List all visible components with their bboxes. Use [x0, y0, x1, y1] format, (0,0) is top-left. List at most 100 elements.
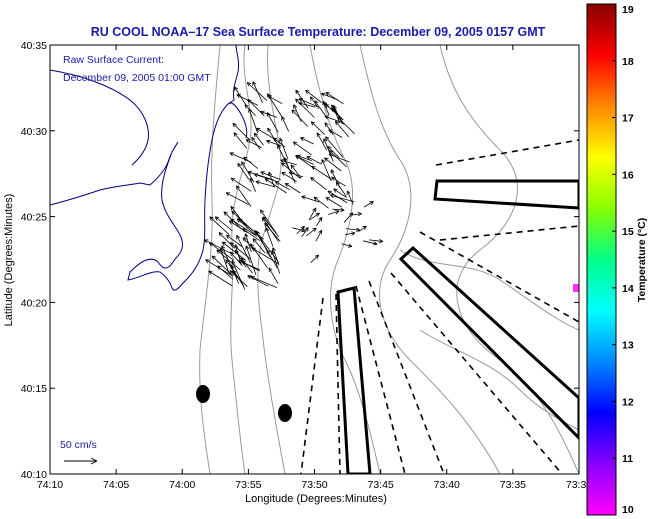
shipping-lanes	[300, 139, 579, 474]
current-vector	[225, 192, 249, 205]
current-vector	[324, 115, 342, 123]
current-vector	[266, 139, 282, 147]
current-vector	[256, 230, 271, 258]
current-vector	[260, 171, 281, 181]
colorbar-tick-label: 16	[622, 169, 634, 181]
current-vector	[208, 242, 235, 261]
lane-dashed-line	[419, 231, 579, 323]
current-vector	[363, 240, 378, 246]
current-vector	[296, 225, 305, 235]
x-tick-label: 73:35	[500, 479, 526, 491]
colorbar-tick-label: 15	[622, 226, 634, 238]
current-vector	[330, 194, 355, 203]
current-vector	[250, 275, 277, 288]
y-tick-label: 40:10	[21, 469, 47, 481]
colorbar-tick-label: 11	[622, 453, 633, 465]
current-vector	[281, 116, 290, 132]
colorbar-tick-label: 14	[622, 283, 634, 295]
current-vector	[295, 98, 315, 118]
current-vector	[264, 222, 281, 242]
current-vector	[243, 156, 259, 169]
current-vector	[328, 153, 350, 163]
current-vector	[234, 249, 247, 268]
colorbar-ticks: 10 11 12 13 14 15 16 17 18 19	[612, 3, 634, 516]
current-vector	[211, 255, 234, 277]
current-vector	[295, 89, 309, 109]
current-vector	[313, 196, 329, 209]
current-vector	[310, 254, 320, 263]
y-tick-label: 40:35	[21, 40, 47, 52]
land-mask-blob	[196, 385, 210, 403]
current-vector	[308, 207, 317, 221]
current-vector	[204, 239, 232, 255]
current-vector	[231, 210, 254, 231]
current-vector	[314, 100, 328, 118]
current-vector	[290, 164, 302, 179]
current-vector	[205, 259, 233, 277]
current-vector	[325, 92, 344, 105]
current-vector	[332, 207, 345, 212]
current-vector	[335, 181, 347, 197]
current-vector	[324, 157, 342, 172]
current-vector	[266, 112, 279, 133]
current-vector	[327, 210, 340, 215]
current-vector	[325, 136, 344, 158]
current-vector	[291, 109, 309, 127]
colorbar: 10 11 12 13 14 15 16 17 18 19 Temperature (°C)	[586, 3, 648, 516]
current-vector	[295, 155, 315, 169]
current-vector	[237, 162, 250, 180]
current-vector	[242, 237, 257, 252]
current-vector	[232, 122, 250, 141]
current-vector	[251, 136, 261, 150]
sst-data-pixel	[573, 284, 579, 292]
current-vector	[253, 173, 276, 182]
current-vector	[284, 183, 301, 194]
current-vector	[315, 229, 323, 242]
y-axis-label: Latitude (Degrees:Minutes)	[3, 194, 15, 327]
current-vector	[274, 181, 291, 191]
current-vector	[279, 137, 289, 160]
current-vector	[236, 234, 251, 263]
colorbar-fill	[586, 3, 617, 516]
current-vector	[272, 137, 286, 148]
current-vector	[298, 101, 316, 108]
colorbar-tick-label: 13	[622, 340, 634, 352]
current-vector	[230, 177, 252, 192]
current-vector	[358, 225, 367, 233]
current-vector	[229, 270, 248, 287]
y-tick-label: 40:20	[21, 297, 47, 309]
contour-line	[199, 45, 221, 474]
x-tick-label: 73:45	[367, 479, 393, 491]
x-tick-label: 74:10	[37, 479, 63, 491]
current-vector	[309, 212, 320, 220]
lane-dashed-line	[368, 280, 445, 474]
current-vector	[283, 157, 296, 184]
current-vector	[209, 216, 230, 235]
contour-line	[359, 45, 501, 474]
current-vector	[230, 251, 243, 267]
current-vector	[230, 206, 249, 229]
lane-boundary	[398, 245, 579, 441]
y-tick-label: 40:15	[21, 383, 47, 395]
current-vector	[226, 234, 243, 247]
current-vectors	[204, 81, 384, 290]
current-vector	[248, 108, 259, 134]
current-vector	[341, 243, 353, 248]
x-axis-ticks: 74:10 74:05 74:00 73:55 73:50 73:45 73:40 73:35…	[37, 45, 592, 491]
current-vector	[363, 201, 374, 208]
current-vector	[217, 265, 234, 280]
x-tick-label: 73:40	[434, 479, 460, 491]
current-vector	[316, 217, 323, 227]
current-vector	[223, 211, 242, 229]
current-vector	[305, 89, 322, 103]
current-vector	[216, 249, 241, 271]
scale-arrow	[64, 457, 98, 465]
x-tick-label: 74:00	[169, 479, 195, 491]
current-vector	[233, 132, 248, 149]
x-axis-label: Longitude (Degrees:Minutes)	[245, 493, 387, 505]
lane-dashed-line	[435, 139, 579, 166]
colorbar-tick-label: 18	[622, 56, 634, 68]
x-tick-label: 73:30	[566, 479, 592, 491]
current-vector	[208, 270, 233, 287]
current-annotation-line1: Raw Surface Current:	[63, 54, 164, 66]
